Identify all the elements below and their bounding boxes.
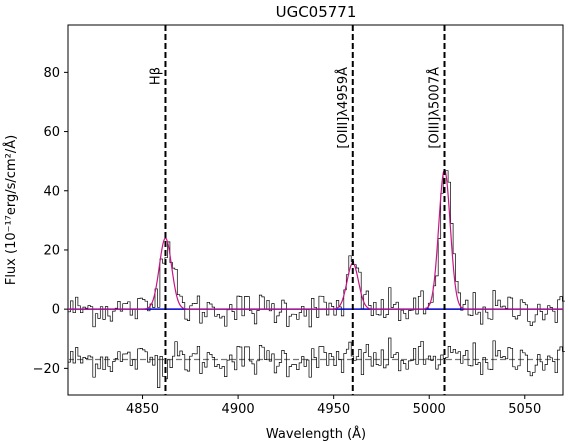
residual-group [68, 337, 565, 388]
x-axis-label: Wavelength (Å) [266, 426, 366, 442]
y-tick-label-4: 60 [43, 125, 60, 140]
y-tick-label-2: 20 [43, 243, 60, 258]
y-tick-label-3: 40 [43, 184, 60, 199]
x-tick-label-1: 4900 [222, 402, 255, 417]
x-tick-label-4: 5050 [508, 402, 541, 417]
y-tick-label-0: −20 [33, 362, 60, 377]
line-markers-group: Hβ [OIII]λ4959Å [OIII]λ5007Å [149, 25, 446, 395]
x-tick-label-2: 4950 [317, 402, 350, 417]
residual-series [68, 337, 565, 388]
fit-group [68, 169, 563, 310]
chart-title: UGC05771 [276, 3, 357, 21]
y-tick-label-1: 0 [52, 303, 60, 318]
x-ticks-group: 4850 4900 4950 5000 5050 [126, 395, 541, 417]
spectrum-series [68, 170, 565, 328]
line-label-1: [OIII]λ4959Å [335, 67, 351, 149]
y-axis-label: Flux (10⁻¹⁷erg/s/cm²/Å) [3, 135, 19, 285]
plot-frame [67, 24, 564, 396]
line-label-0: Hβ [149, 67, 164, 85]
line-label-2: [OIII]λ5007Å [427, 67, 443, 149]
x-tick-label-0: 4850 [126, 402, 159, 417]
x-tick-label-3: 5000 [413, 402, 446, 417]
y-tick-label-5: 80 [43, 66, 60, 81]
fit-series [68, 169, 563, 310]
y-ticks-group: −20 0 20 40 60 80 [33, 66, 68, 377]
spectrum-group [68, 170, 565, 328]
